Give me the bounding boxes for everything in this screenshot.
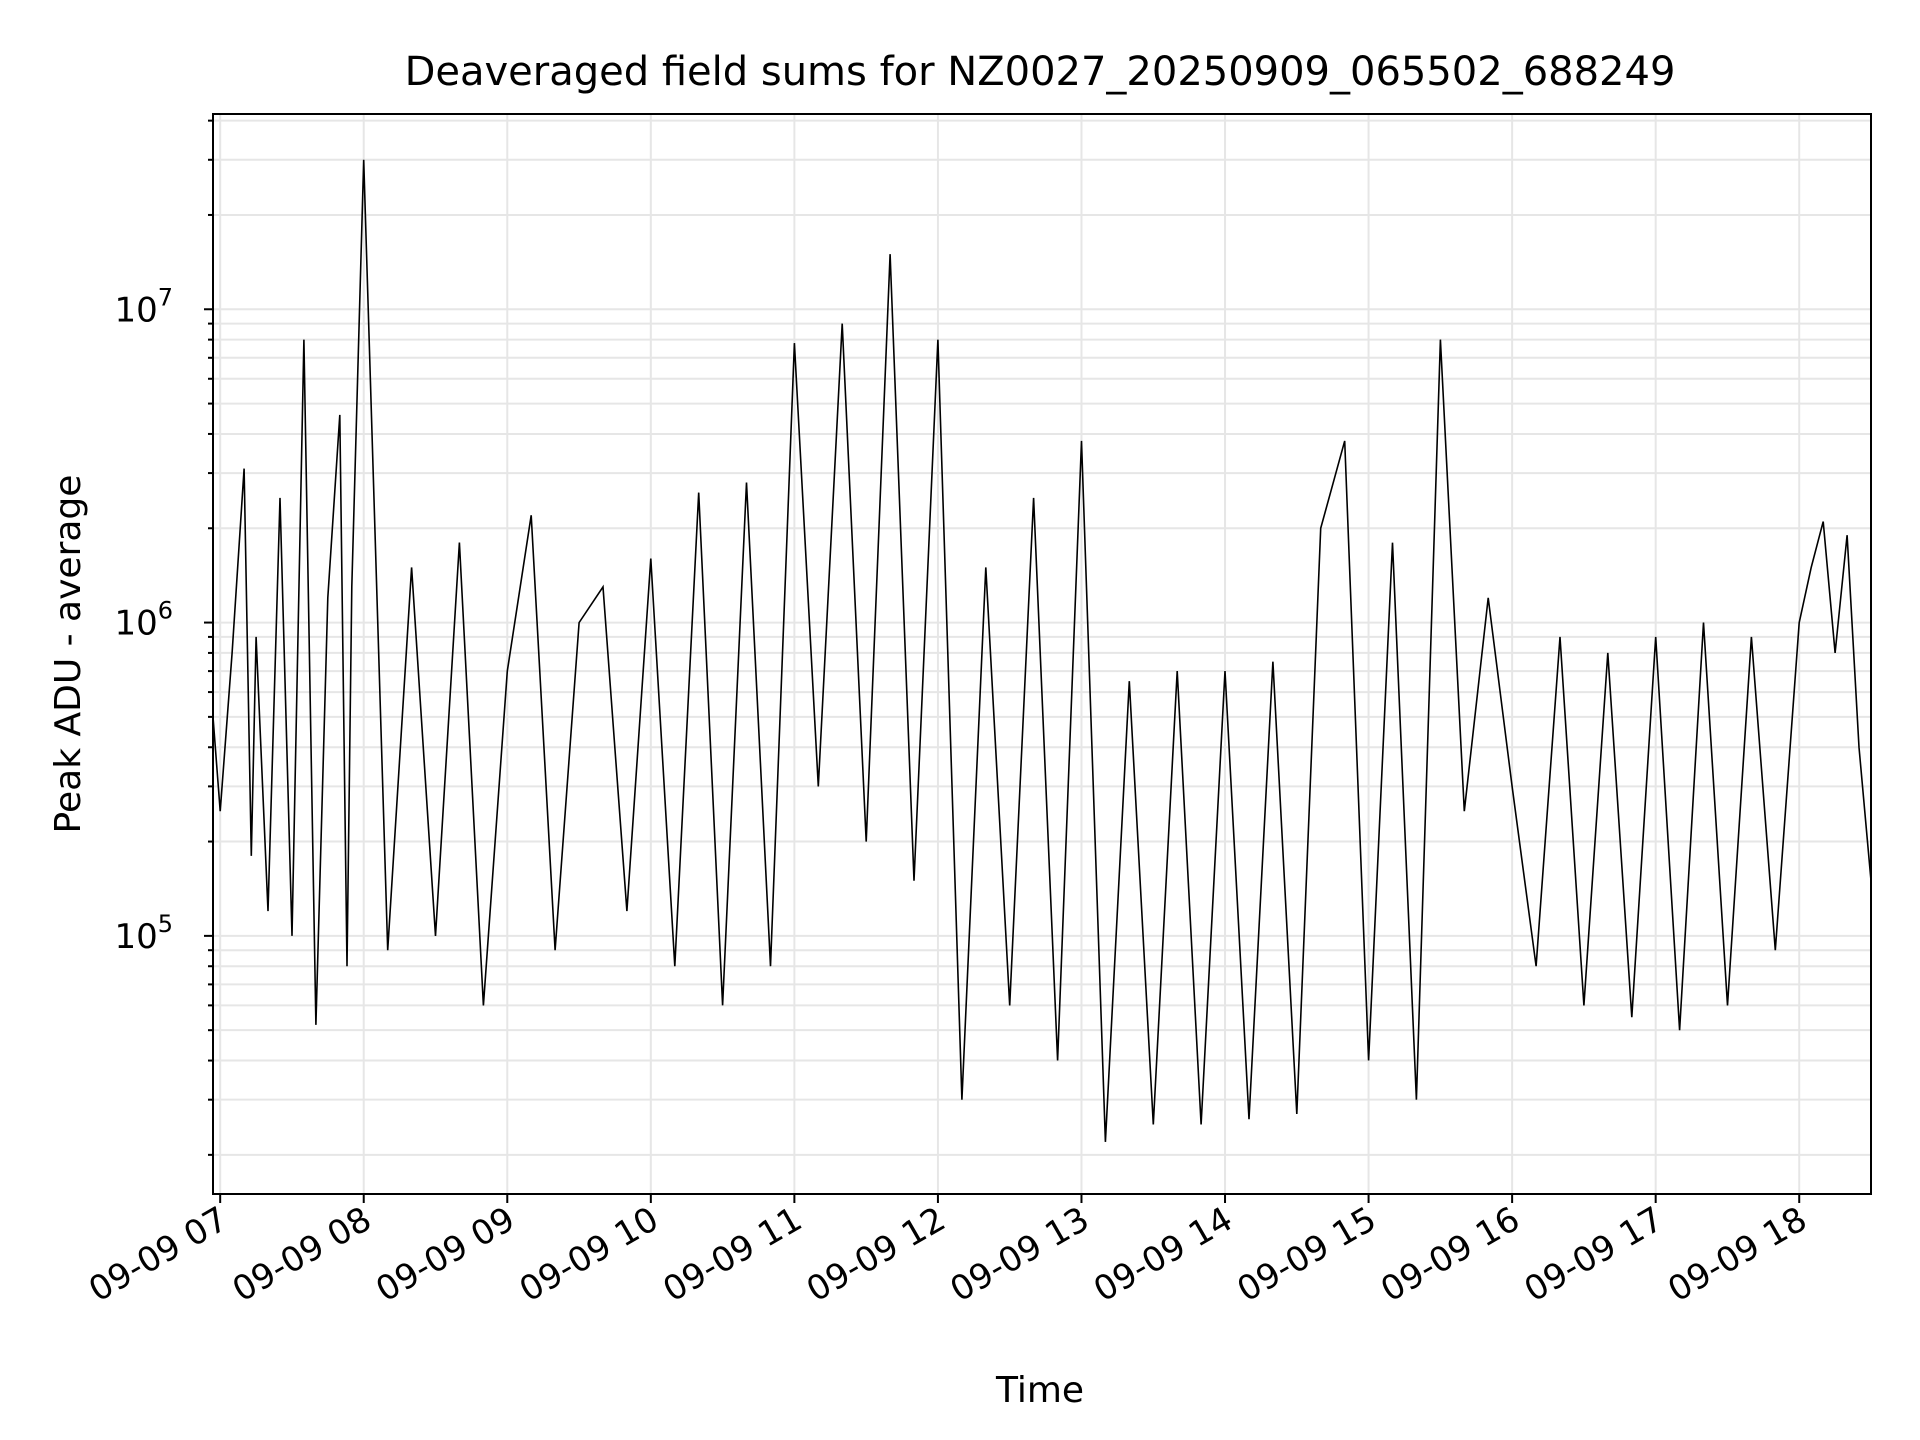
y-axis-label: Peak ADU - average bbox=[48, 475, 89, 834]
y-tick-label: 106 bbox=[114, 597, 173, 644]
chart-title: Deaveraged field sums for NZ0027_2025090… bbox=[405, 49, 1676, 95]
y-tick-label: 105 bbox=[114, 910, 173, 957]
y-axis: 105 106 107 bbox=[114, 119, 213, 1156]
plot-frame bbox=[212, 113, 1872, 1195]
x-axis-label: Time bbox=[995, 1370, 1084, 1411]
y-tick-label: 107 bbox=[114, 283, 173, 330]
grid bbox=[213, 114, 1871, 1194]
series-line bbox=[212, 159, 1872, 1142]
series-layer bbox=[212, 159, 1872, 1142]
